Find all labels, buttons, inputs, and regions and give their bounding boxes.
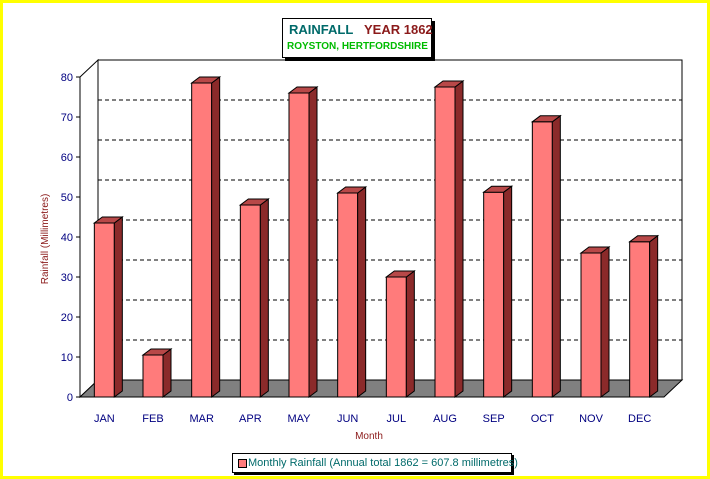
chart-title-rainfall: RAINFALL xyxy=(289,22,354,37)
x-tick-label: MAY xyxy=(287,413,311,425)
y-tick-label: 80 xyxy=(61,72,73,84)
x-tick-label: NOV xyxy=(579,413,604,425)
bar xyxy=(628,234,660,398)
rainfall-bar-chart: 0 10 20 30 40 50 60 70 80 JAN FEB MAR APR MAY JUN JUL A… xyxy=(40,58,684,442)
bar-face xyxy=(434,86,456,398)
bar-side xyxy=(649,234,659,398)
x-axis-title: Month xyxy=(355,431,383,442)
y-axis-title: Rainfall (Millimetres) xyxy=(40,194,51,285)
y-tick-label: 70 xyxy=(61,112,73,124)
bar-face xyxy=(385,276,407,398)
bar-side xyxy=(259,198,269,398)
bar xyxy=(482,185,514,398)
bar-side xyxy=(162,348,172,398)
bar-top xyxy=(190,76,222,84)
chart-title-year: YEAR 1862 xyxy=(364,22,433,37)
bar xyxy=(579,246,611,398)
bar-face xyxy=(93,222,115,398)
x-tick-label: JUN xyxy=(337,413,358,425)
legend: Monthly Rainfall (Annual total 1862 = 60… xyxy=(232,453,518,473)
bar-face xyxy=(531,121,553,398)
x-tick-label: DEC xyxy=(628,413,651,425)
y-tick-label: 50 xyxy=(61,192,73,204)
bar-top xyxy=(384,270,416,278)
legend-swatch xyxy=(238,459,247,468)
bar-top xyxy=(530,115,562,123)
chart-title-box: RAINFALL YEAR 1862 ROYSTON, HERTFORDSHIR… xyxy=(282,18,433,58)
bar-side xyxy=(405,270,415,398)
bar-face xyxy=(191,82,213,398)
bar-side xyxy=(454,80,464,398)
bar-side xyxy=(308,86,318,398)
x-tick-label: SEP xyxy=(483,413,505,425)
bar-face xyxy=(142,354,164,398)
x-tick-label: FEB xyxy=(142,413,163,425)
y-axis-ticks: 0 10 20 30 40 50 60 70 80 xyxy=(61,72,80,404)
bar-top xyxy=(238,198,270,206)
x-axis-ticks: JAN FEB MAR APR MAY JUN JUL AUG SEP OCT NOV DEC xyxy=(94,413,651,425)
bar-series xyxy=(92,76,660,398)
legend-label: Monthly Rainfall (Annual total 1862 = 60… xyxy=(248,457,518,469)
y-tick-label: 0 xyxy=(67,392,73,404)
bar xyxy=(287,86,319,398)
bar xyxy=(530,114,562,398)
bar-face xyxy=(337,192,359,398)
bar-side xyxy=(503,185,513,398)
bar xyxy=(336,186,368,398)
chart-subtitle-location: ROYSTON, HERTFORDSHIRE xyxy=(287,41,428,52)
bar-top xyxy=(141,348,173,356)
bar xyxy=(141,348,173,398)
bar-face xyxy=(629,241,651,398)
bar-top xyxy=(628,235,660,243)
x-tick-label: AUG xyxy=(433,413,457,425)
bar-top xyxy=(433,80,465,88)
x-tick-label: MAR xyxy=(189,413,214,425)
y-tick-label: 60 xyxy=(61,152,73,164)
bar-side xyxy=(600,246,610,398)
bar-side xyxy=(211,76,221,398)
y-tick-label: 20 xyxy=(61,312,73,324)
x-tick-label: APR xyxy=(239,413,262,425)
bar xyxy=(433,80,465,398)
y-tick-label: 10 xyxy=(61,352,73,364)
bar-top xyxy=(92,216,124,224)
bar-face xyxy=(580,252,602,398)
bar-face xyxy=(483,191,505,398)
x-tick-label: JAN xyxy=(94,413,115,425)
y-tick-label: 30 xyxy=(61,272,73,284)
bar xyxy=(92,216,124,398)
x-tick-label: OCT xyxy=(531,413,555,425)
x-tick-label: JUL xyxy=(387,413,407,425)
bar-top xyxy=(287,86,319,94)
bar-side xyxy=(551,114,561,398)
bar-side xyxy=(357,186,367,398)
bar-face xyxy=(288,92,310,398)
bar-top xyxy=(336,186,368,194)
bar xyxy=(384,270,416,398)
bar-top xyxy=(579,246,611,254)
bar xyxy=(238,198,270,398)
bar-face xyxy=(239,204,261,398)
y-tick-label: 40 xyxy=(61,232,73,244)
bar xyxy=(190,76,222,398)
bar-side xyxy=(113,216,123,398)
bar-top xyxy=(482,185,514,193)
